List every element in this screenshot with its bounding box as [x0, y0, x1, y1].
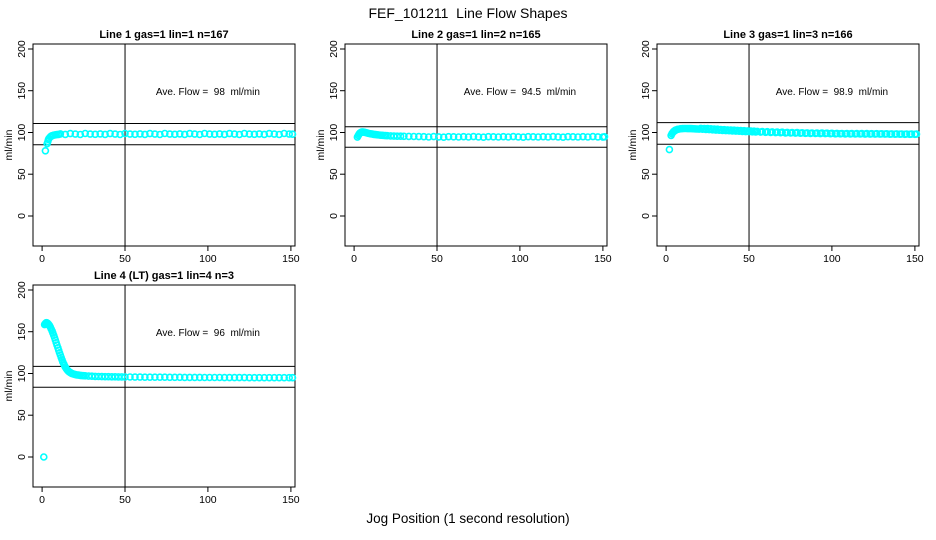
svg-text:50: 50	[743, 253, 755, 265]
chart-cell-4: Line 4 (LT) gas=1 lin=4 n=3 0 50 100 150 0 50 1…	[0, 269, 312, 510]
panel-1-chart: Line 1 gas=1 lin=1 n=167 0 50 100 150 0 50 100 1…	[3, 29, 300, 265]
svg-text:50: 50	[16, 168, 28, 180]
x-axis-label: Jog Position (1 second resolution)	[366, 511, 570, 526]
ave-flow-annotation: Ave. Flow = 94.5 ml/min	[464, 87, 576, 98]
horizontal-reference-lines	[33, 365, 295, 388]
y-axis-title: ml/min	[315, 129, 327, 160]
figure-title: FEF_101211 Line Flow Shapes	[368, 5, 568, 21]
data-points	[665, 124, 921, 154]
panel-2-chart: Line 2 gas=1 lin=2 n=165 0 50 100 150 0 50 100 1…	[315, 29, 612, 265]
svg-text:0: 0	[39, 253, 45, 265]
plot-box	[656, 43, 920, 247]
svg-text:150: 150	[16, 323, 28, 341]
plot-box	[344, 43, 608, 247]
y-axis-title: ml/min	[3, 129, 15, 160]
ave-flow-annotation: Ave. Flow = 96 ml/min	[156, 328, 260, 339]
y-axis: 0 50 100 150 200	[16, 281, 33, 460]
x-axis: 0 50 100 150	[39, 487, 300, 506]
y-axis-title: ml/min	[627, 129, 639, 160]
horizontal-reference-lines	[345, 126, 607, 148]
svg-text:0: 0	[16, 213, 28, 219]
svg-text:100: 100	[328, 124, 340, 142]
data-points	[41, 129, 297, 155]
svg-text:200: 200	[328, 40, 340, 58]
panel-3-chart: Line 3 gas=1 lin=3 n=166 0 50 100 150 0 50 100 1…	[627, 29, 924, 265]
data-points	[353, 128, 609, 141]
ave-flow-annotation: Ave. Flow = 98 ml/min	[156, 87, 260, 98]
panel-4-chart: Line 4 (LT) gas=1 lin=4 n=3 0 50 100 150 0 50 1…	[3, 270, 300, 506]
ave-flow-annotation: Ave. Flow = 98.9 ml/min	[776, 87, 888, 98]
svg-text:0: 0	[39, 494, 45, 506]
x-axis: 0 50 100 150	[39, 246, 300, 265]
panel-title: Line 4 (LT) gas=1 lin=4 n=3	[94, 270, 234, 282]
x-axis: 0 50 100 150	[663, 246, 924, 265]
svg-text:150: 150	[16, 82, 28, 100]
svg-text:100: 100	[640, 124, 652, 142]
x-axis: 0 50 100 150	[351, 246, 612, 265]
svg-text:150: 150	[282, 494, 300, 506]
svg-text:0: 0	[351, 253, 357, 265]
y-axis: 0 50 100 150 200	[16, 40, 33, 219]
svg-text:150: 150	[282, 253, 300, 265]
svg-text:200: 200	[16, 281, 28, 299]
svg-text:200: 200	[16, 40, 28, 58]
panel-title: Line 2 gas=1 lin=2 n=165	[411, 29, 540, 41]
svg-text:50: 50	[16, 409, 28, 421]
y-axis: 0 50 100 150 200	[328, 40, 345, 219]
svg-text:0: 0	[328, 213, 340, 219]
svg-text:200: 200	[640, 40, 652, 58]
svg-text:100: 100	[16, 365, 28, 383]
svg-text:150: 150	[640, 82, 652, 100]
svg-text:150: 150	[328, 82, 340, 100]
panel-title: Line 1 gas=1 lin=1 n=167	[99, 29, 228, 41]
svg-text:150: 150	[906, 253, 924, 265]
horizontal-reference-lines	[657, 122, 919, 145]
plot-box	[32, 284, 296, 488]
svg-text:0: 0	[16, 454, 28, 460]
chart-cell-3: Line 3 gas=1 lin=3 n=166 0 50 100 150 0 50 100 1…	[624, 28, 936, 269]
svg-text:100: 100	[511, 253, 529, 265]
svg-text:50: 50	[119, 253, 131, 265]
svg-text:100: 100	[823, 253, 841, 265]
svg-text:50: 50	[119, 494, 131, 506]
chart-cell-1: Line 1 gas=1 lin=1 n=167 0 50 100 150 0 50 100 1…	[0, 28, 312, 269]
svg-text:50: 50	[431, 253, 443, 265]
y-axis: 0 50 100 150 200	[640, 40, 657, 219]
y-axis-title: ml/min	[3, 370, 15, 401]
svg-text:100: 100	[199, 253, 217, 265]
svg-text:100: 100	[16, 124, 28, 142]
svg-text:0: 0	[663, 253, 669, 265]
svg-text:100: 100	[199, 494, 217, 506]
horizontal-reference-lines	[33, 123, 295, 146]
svg-text:150: 150	[594, 253, 612, 265]
svg-text:50: 50	[640, 168, 652, 180]
panel-title: Line 3 gas=1 lin=3 n=166	[723, 29, 852, 41]
data-points	[39, 318, 297, 461]
svg-text:50: 50	[328, 168, 340, 180]
svg-text:0: 0	[640, 213, 652, 219]
chart-cell-2: Line 2 gas=1 lin=2 n=165 0 50 100 150 0 50 100 1…	[312, 28, 624, 269]
